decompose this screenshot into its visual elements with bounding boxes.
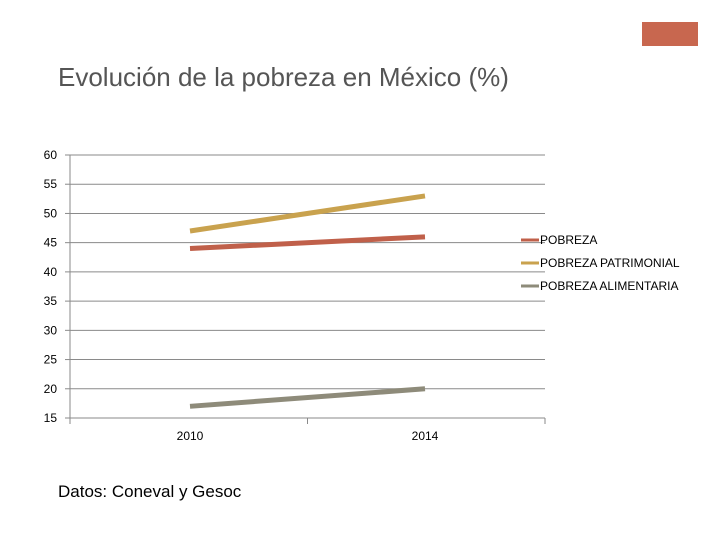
series-line-0 xyxy=(189,234,426,252)
y-tick-label: 60 xyxy=(44,148,58,162)
y-tick-label: 45 xyxy=(44,236,58,250)
y-tick-label: 35 xyxy=(44,294,58,308)
y-tick-label: 15 xyxy=(44,411,58,425)
accent-block xyxy=(642,22,698,46)
series-lines xyxy=(189,193,426,409)
series-line-1 xyxy=(189,193,426,234)
y-tick-labels: 15 20 25 30 35 40 45 50 55 60 xyxy=(44,148,58,425)
source-note: Datos: Coneval y Gesoc xyxy=(58,482,242,501)
x-tick-labels: 2010 2014 xyxy=(177,429,439,443)
slide-title: Evolución de la pobreza en México (%) xyxy=(58,62,509,92)
y-tick-label: 25 xyxy=(44,353,58,367)
legend-label: POBREZA xyxy=(540,233,597,247)
gridlines xyxy=(70,154,545,419)
legend-label: POBREZA PATRIMONIAL xyxy=(540,256,680,270)
axes xyxy=(65,154,546,424)
y-tick-label: 55 xyxy=(44,177,58,191)
y-tick-label: 40 xyxy=(44,265,58,279)
x-tick-label: 2014 xyxy=(412,429,439,443)
x-tick-label: 2010 xyxy=(177,429,204,443)
y-tick-label: 50 xyxy=(44,206,58,220)
legend: POBREZA POBREZA PATRIMONIAL POBREZA ALIMEN… xyxy=(521,233,680,293)
series-line-2 xyxy=(189,386,426,409)
y-tick-label: 30 xyxy=(44,323,58,337)
legend-label: POBREZA ALIMENTARIA xyxy=(540,279,678,293)
y-tick-label: 20 xyxy=(44,382,58,396)
